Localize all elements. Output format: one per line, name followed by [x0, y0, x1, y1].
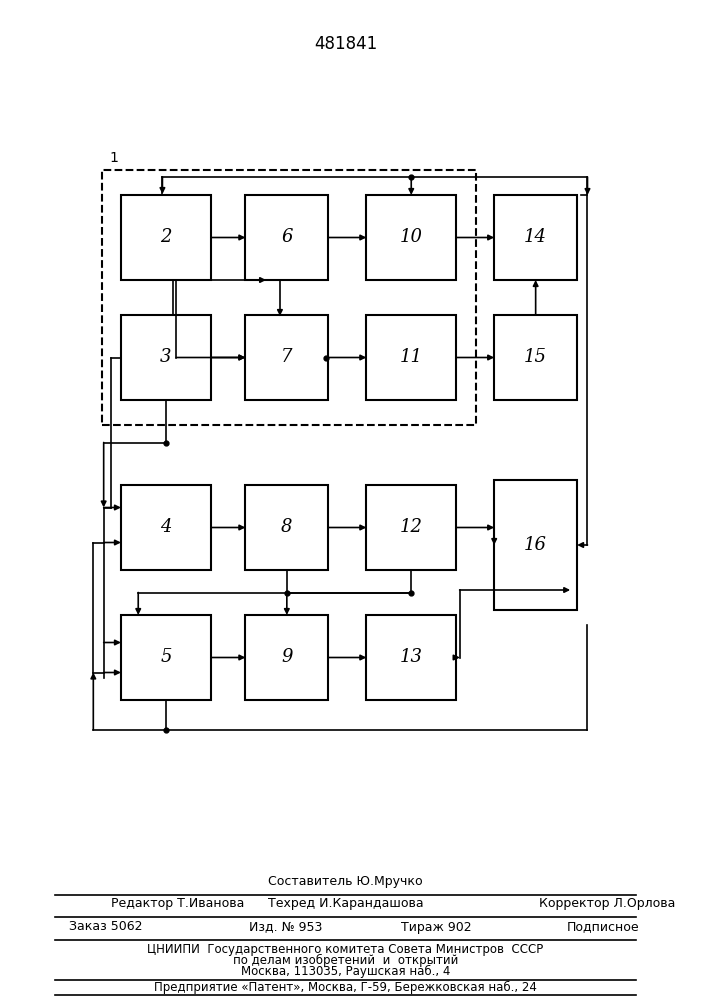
- Text: 9: 9: [281, 649, 293, 667]
- Bar: [494, 195, 577, 280]
- Text: 15: 15: [524, 349, 547, 366]
- Bar: [245, 315, 328, 400]
- Bar: [103, 170, 476, 425]
- Text: Редактор Т.Иванова: Редактор Т.Иванова: [110, 898, 244, 910]
- Text: Подписное: Подписное: [567, 920, 639, 934]
- Text: ЦНИИПИ  Государственного комитета Совета Министров  СССР: ЦНИИПИ Государственного комитета Совета …: [148, 942, 544, 956]
- Text: Корректор Л.Орлова: Корректор Л.Орлова: [539, 898, 675, 910]
- Text: 10: 10: [399, 229, 423, 246]
- Bar: [366, 615, 456, 700]
- Bar: [366, 315, 456, 400]
- Bar: [245, 485, 328, 570]
- Text: 6: 6: [281, 229, 293, 246]
- Text: 11: 11: [399, 349, 423, 366]
- Text: 4: 4: [160, 518, 172, 536]
- Text: Составитель Ю.Мручко: Составитель Ю.Мручко: [268, 876, 423, 888]
- Text: Москва, 113035, Раушская наб., 4: Москва, 113035, Раушская наб., 4: [241, 964, 450, 978]
- Text: по делам изобретений  и  открытий: по делам изобретений и открытий: [233, 953, 458, 967]
- Bar: [366, 195, 456, 280]
- Text: Изд. № 953: Изд. № 953: [249, 920, 322, 934]
- Text: Заказ 5062: Заказ 5062: [69, 920, 143, 934]
- Bar: [121, 195, 211, 280]
- Bar: [245, 195, 328, 280]
- Bar: [121, 315, 211, 400]
- Text: 1: 1: [109, 151, 118, 165]
- Text: Предприятие «Патент», Москва, Г-59, Бережковская наб., 24: Предприятие «Патент», Москва, Г-59, Бере…: [154, 980, 537, 994]
- Text: 7: 7: [281, 349, 293, 366]
- Text: 12: 12: [399, 518, 423, 536]
- Text: 14: 14: [524, 229, 547, 246]
- Text: 3: 3: [160, 349, 172, 366]
- Text: 481841: 481841: [314, 35, 378, 53]
- Bar: [494, 315, 577, 400]
- Text: 16: 16: [524, 536, 547, 554]
- Text: 8: 8: [281, 518, 293, 536]
- Bar: [494, 480, 577, 610]
- Text: 13: 13: [399, 649, 423, 667]
- Text: Техред И.Карандашова: Техред И.Карандашова: [268, 898, 423, 910]
- Bar: [245, 615, 328, 700]
- Bar: [121, 485, 211, 570]
- Text: Тираж 902: Тираж 902: [401, 920, 472, 934]
- Text: 5: 5: [160, 649, 172, 667]
- Bar: [366, 485, 456, 570]
- Bar: [121, 615, 211, 700]
- Text: 2: 2: [160, 229, 172, 246]
